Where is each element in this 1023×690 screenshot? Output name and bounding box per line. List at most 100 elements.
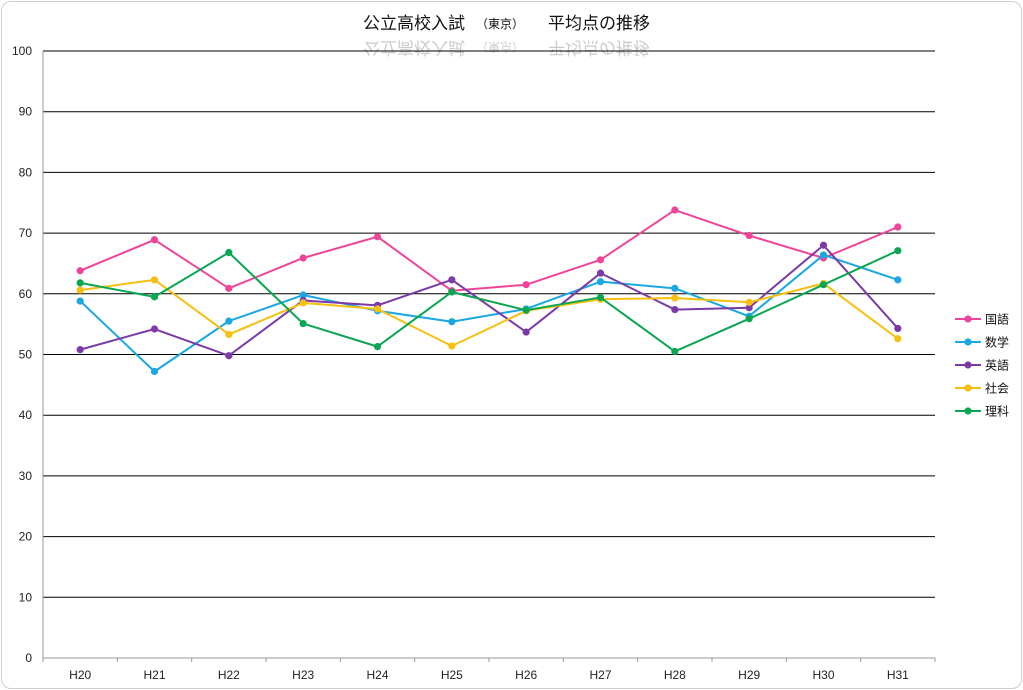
legend-swatch-marker-数学 (964, 338, 972, 346)
y-tick-label-0: 0 (25, 651, 32, 665)
data-point-理科-H24 (373, 343, 382, 351)
data-point-国語-H31 (894, 223, 902, 231)
series-line-国語 (79, 209, 899, 292)
x-tick-label-H23: H23 (292, 668, 314, 682)
data-point-英語-H26 (522, 328, 530, 336)
legend-item-国語: 国語 (955, 312, 1009, 327)
y-tick-label-100: 100 (12, 44, 32, 58)
x-tick-label-H21: H21 (143, 668, 165, 682)
x-tick-label-H24: H24 (366, 668, 388, 682)
data-point-英語-H29 (745, 304, 753, 312)
legend-label-理科: 理科 (985, 405, 1009, 419)
chart-title-main-reflection: 公立高校入試 (363, 37, 465, 57)
legend-label-社会: 社会 (985, 381, 1009, 396)
x-tick-label-H26: H26 (515, 668, 537, 682)
legend-item-英語: 英語 (955, 358, 1009, 373)
data-point-国語-H22 (225, 284, 233, 292)
data-point-社会-H25 (448, 342, 456, 350)
series-国語 (76, 206, 902, 295)
data-point-理科-H30 (819, 281, 828, 289)
x-tick-label-H31: H31 (887, 668, 909, 682)
legend-item-社会: 社会 (955, 381, 1009, 396)
data-point-英語-H31 (894, 324, 902, 332)
data-point-英語-H27 (596, 269, 605, 277)
legend-label-数学: 数学 (985, 335, 1009, 350)
data-point-社会-H29 (745, 298, 753, 306)
x-tick-label-H20: H20 (69, 668, 91, 682)
x-tick-label-H22: H22 (218, 668, 240, 682)
series-line-数学 (79, 253, 899, 373)
data-point-国語-H20 (76, 267, 84, 275)
data-point-英語-H20 (76, 346, 84, 354)
series-line-英語 (79, 244, 899, 357)
legend-label-英語: 英語 (985, 358, 1009, 373)
x-tick-label-H30: H30 (812, 668, 834, 682)
data-point-理科-H31 (894, 247, 902, 255)
chart-title: 公立高校入試 （東京） 平均点の推移 公立高校入試 （東京） 平均点の推移 (363, 14, 650, 57)
data-point-数学-H30 (819, 251, 828, 259)
data-point-国語-H27 (596, 256, 605, 264)
data-point-社会-H21 (150, 276, 159, 284)
legend-swatch-marker-社会 (964, 384, 972, 392)
data-point-数学-H22 (225, 317, 233, 325)
data-point-国語-H23 (299, 254, 307, 262)
y-tick-label-20: 20 (19, 530, 33, 544)
data-point-理科-H23 (299, 319, 307, 328)
data-point-数学-H20 (76, 297, 84, 305)
series-理科 (76, 247, 902, 356)
data-point-数学-H31 (894, 276, 902, 284)
x-tick-label-H28: H28 (664, 668, 686, 682)
data-point-理科-H20 (76, 279, 84, 287)
legend-swatch-marker-英語 (964, 361, 972, 369)
data-point-社会-H28 (671, 294, 679, 302)
series-line-社会 (80, 278, 899, 348)
data-point-社会-H31 (894, 335, 902, 343)
data-point-英語-H30 (819, 241, 828, 249)
chart-title-tail-reflection: 平均点の推移 (548, 37, 650, 57)
data-point-英語-H28 (671, 305, 679, 314)
data-point-英語-H22 (225, 352, 233, 360)
gridlines (43, 50, 935, 598)
legend-item-数学: 数学 (955, 335, 1009, 350)
x-tick-label-H29: H29 (738, 668, 760, 682)
data-point-理科-H27 (596, 293, 605, 302)
data-point-理科-H28 (671, 347, 679, 356)
y-tick-label-90: 90 (19, 105, 33, 119)
data-point-国語-H21 (150, 236, 159, 244)
data-point-社会-H24 (373, 305, 382, 313)
y-tick-label-70: 70 (19, 226, 33, 240)
data-point-社会-H23 (299, 299, 307, 307)
data-point-英語-H21 (150, 325, 159, 333)
y-tick-label-10: 10 (19, 590, 33, 604)
data-point-社会-H20 (76, 286, 84, 294)
chart-title-sub-reflection: （東京） (476, 40, 524, 54)
legend-item-理科: 理科 (955, 405, 1009, 419)
data-point-数学-H28 (671, 284, 679, 292)
data-point-社会-H22 (225, 330, 233, 339)
data-point-国語-H28 (671, 206, 679, 214)
chart-title-reflection: 公立高校入試 （東京） 平均点の推移 (363, 37, 650, 57)
data-point-国語-H26 (522, 281, 530, 289)
y-tick-label-80: 80 (19, 165, 33, 179)
legend-swatch-marker-国語 (964, 315, 972, 323)
data-point-英語-H25 (448, 276, 456, 284)
y-tick-label-60: 60 (19, 287, 33, 301)
y-axis: 0 10 20 30 40 50 60 70 80 90 100 (12, 44, 44, 665)
x-tick-label-H25: H25 (441, 668, 463, 682)
data-point-数学-H21 (150, 367, 159, 376)
chart-title-tail: 平均点の推移 (548, 14, 650, 34)
legend-label-国語: 国語 (985, 312, 1009, 327)
legend-swatch-marker-理科 (964, 407, 972, 415)
chart-title-sub: （東京） (476, 17, 524, 31)
data-point-理科-H21 (150, 293, 159, 301)
y-tick-label-30: 30 (19, 469, 33, 483)
data-point-国語-H24 (373, 233, 382, 241)
data-point-理科-H26 (522, 306, 530, 314)
series-line-理科 (79, 249, 899, 353)
data-point-理科-H29 (745, 315, 753, 323)
data-point-理科-H25 (448, 288, 456, 296)
data-point-数学-H25 (448, 318, 456, 326)
